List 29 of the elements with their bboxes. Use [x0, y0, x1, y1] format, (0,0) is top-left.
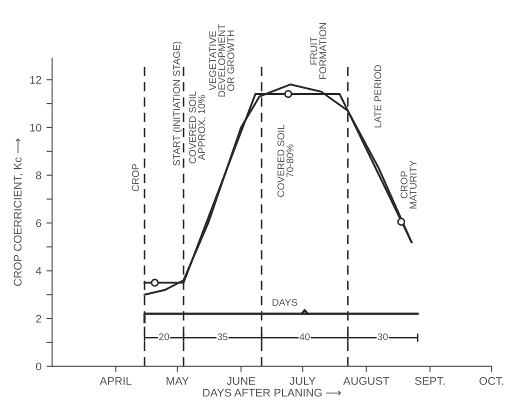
y-tick-label: 4 [36, 267, 42, 275]
annotation: 30 [378, 333, 388, 340]
y-tick-label: 6 [36, 219, 42, 228]
y-tick-label: 12 [30, 76, 42, 84]
annotation: CROP MATURITY [400, 160, 417, 208]
y-tick-label: 2 [36, 314, 42, 323]
x-tick-label: MAY [166, 377, 189, 385]
y-tick-label: 8 [36, 172, 42, 180]
annotation: CROP [132, 164, 139, 192]
annotation: 40 [300, 333, 310, 340]
annotation: 20 [159, 333, 170, 340]
x-tick-label: JUNE [226, 377, 256, 385]
annotation: START (INITIATION STAGE) [172, 42, 182, 166]
annotation: LATE PERIOD [374, 65, 382, 128]
y-tick-label: 10 [30, 124, 42, 132]
x-tick-label: AUGUST [343, 377, 390, 385]
x-tick-label: APRIL [100, 377, 132, 385]
annotation: 35 [218, 333, 228, 340]
annotation: VEGETATIVE DEVELOPMENT OR GROWTH [209, 24, 234, 97]
y-axis-title: CROP COERRICIENT, Kc ⟶ [14, 138, 23, 286]
annotation: COVERED SOIL APPROX. 10% [189, 91, 206, 164]
annotation: COVERED SOIL 70-80% [277, 124, 294, 197]
x-tick-label: OCT. [479, 377, 504, 385]
annotation: DAYS [272, 298, 298, 306]
x-tick-label: SEPT. [415, 377, 444, 385]
x-axis-title: DAYS AFTER PLANING ⟶ [203, 388, 341, 397]
y-tick-label: 0 [36, 362, 42, 370]
x-tick-label: JULY [290, 377, 316, 385]
annotation: FRUIT FORMATION [310, 23, 326, 80]
